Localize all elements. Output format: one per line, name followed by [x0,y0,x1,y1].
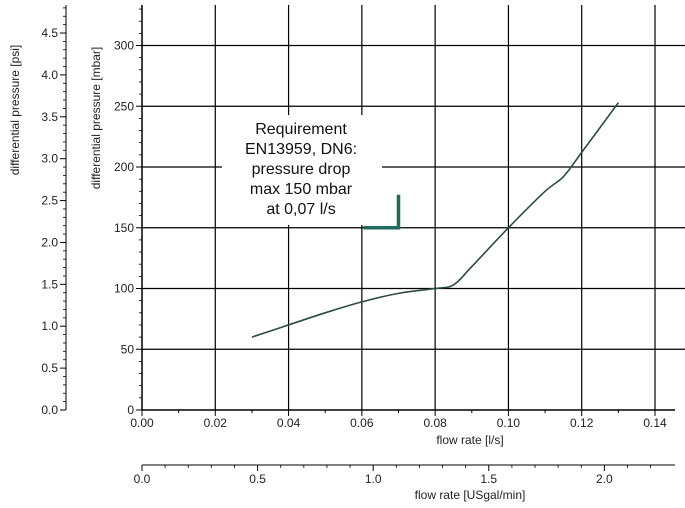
secondary-y-axis-label: differential pressure [psi] [8,45,22,176]
psi-tick-label: 2.5 [41,194,58,208]
psi-tick-label: 3.5 [41,110,58,124]
secondary-x-axis-label: flow rate [USgal/min] [415,488,526,502]
y-tick-label: 0 [127,403,134,417]
psi-tick-label: 2.0 [41,235,58,249]
x-tick-label: 0.06 [350,416,374,430]
x-tick-label: 0.08 [423,416,447,430]
usgal-tick-label: 0.5 [249,472,266,486]
psi-tick-label: 4.5 [41,26,58,40]
y-tick-label: 200 [114,160,134,174]
y-axis-label: differential pressure [mbar] [89,47,103,190]
x-tick-label: 0.02 [204,416,228,430]
y-tick-label: 150 [114,221,134,235]
x-axis-ticks: 0.00 0.02 0.04 0.06 0.08 0.10 0.12 0.14 [130,410,667,430]
y-tick-label: 300 [114,39,134,53]
psi-tick-label: 0.5 [41,361,58,375]
annotation-background [222,115,382,225]
usgal-axis-ticks: 0.0 0.5 1.0 1.5 2.0 [134,464,675,486]
x-tick-label: 0.12 [570,416,594,430]
annotation-line: Requirement [255,121,347,138]
y-axis-ticks: 0 50 100 150 200 250 300 [114,8,142,417]
usgal-tick-label: 1.0 [365,472,382,486]
annotation-line: max 150 mbar [250,181,353,198]
psi-tick-label: 4.0 [41,68,58,82]
y-tick-label: 100 [114,282,134,296]
requirement-annotation: Requirement EN13959, DN6: pressure drop max… [222,115,401,230]
y-tick-label: 250 [114,99,134,113]
x-tick-label: 0.14 [643,416,667,430]
requirement-marker [363,194,401,230]
pressure-curve [251,102,620,338]
annotation-line: at 0,07 l/s [266,201,335,218]
annotation-line: pressure drop [252,161,351,178]
y-tick-label: 50 [121,342,135,356]
psi-axis-ticks: 0.0 0.5 1.0 1.5 2.0 2.5 3.0 3.5 4.0 4.5 [41,5,67,417]
x-tick-label: 0.00 [130,416,154,430]
series [251,102,620,338]
x-tick-label: 0.10 [497,416,521,430]
psi-tick-label: 1.5 [41,277,58,291]
annotation-line: EN13959, DN6: [245,141,357,158]
x-axis-label: flow rate [l/s] [436,433,503,447]
usgal-tick-label: 1.5 [480,472,497,486]
x-tick-label: 0.04 [277,416,301,430]
usgal-tick-label: 0.0 [134,472,151,486]
psi-tick-label: 3.0 [41,152,58,166]
usgal-tick-label: 2.0 [596,472,613,486]
psi-tick-label: 1.0 [41,319,58,333]
axes [141,5,675,411]
psi-tick-label: 0.0 [41,403,58,417]
